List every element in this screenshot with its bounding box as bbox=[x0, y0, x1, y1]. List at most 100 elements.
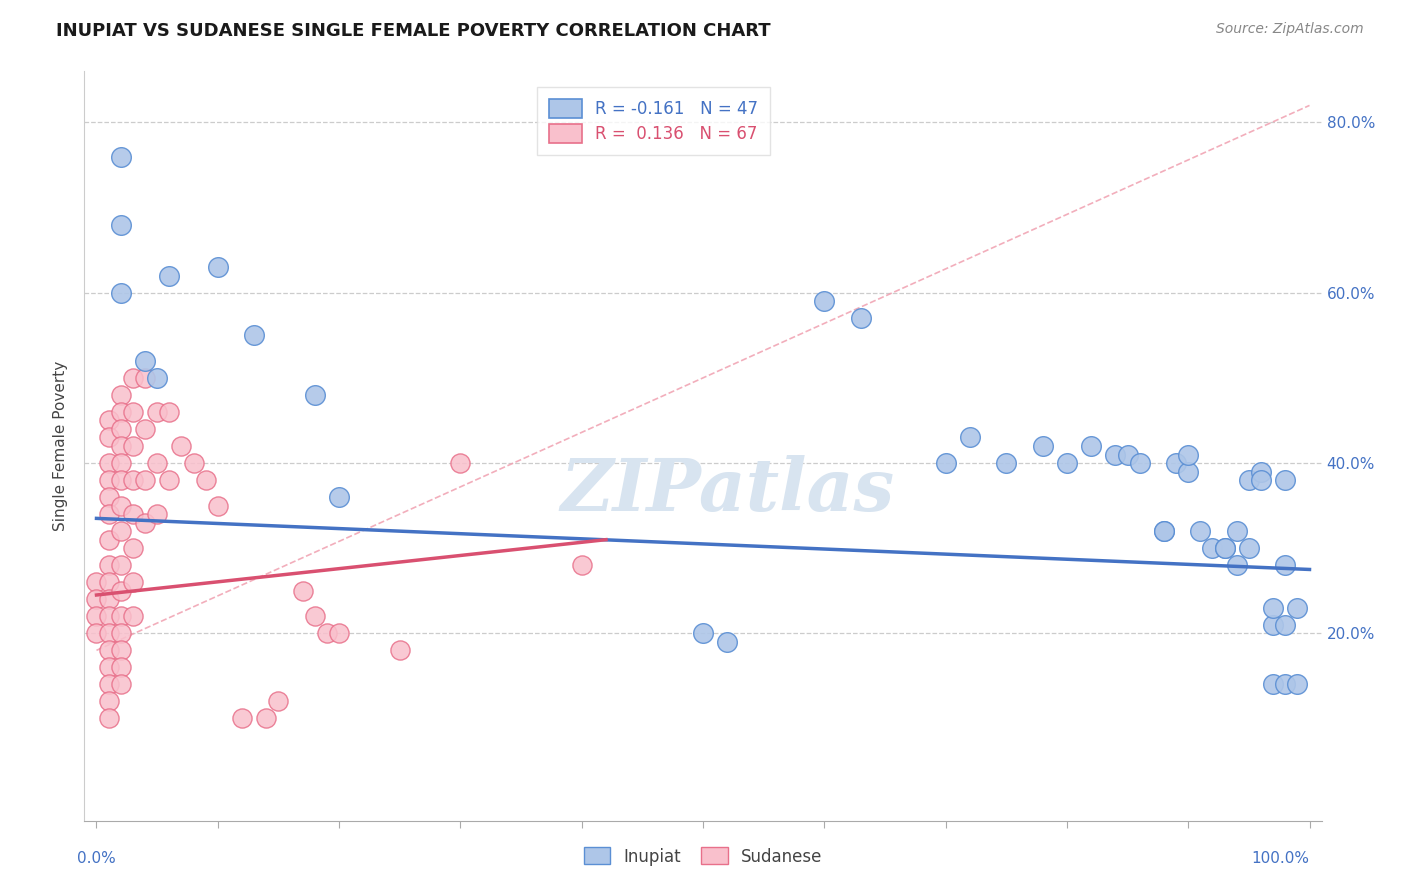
Point bbox=[304, 609, 326, 624]
Point bbox=[231, 711, 253, 725]
Legend: Inupiat, Sudanese: Inupiat, Sudanese bbox=[576, 841, 830, 872]
Point bbox=[97, 711, 120, 725]
Point bbox=[1274, 677, 1296, 691]
Point bbox=[959, 430, 981, 444]
Point bbox=[1274, 617, 1296, 632]
Point bbox=[692, 626, 714, 640]
Text: 100.0%: 100.0% bbox=[1251, 851, 1309, 866]
Point bbox=[449, 456, 471, 470]
Point bbox=[1201, 541, 1223, 556]
Point bbox=[110, 439, 132, 453]
Point bbox=[328, 490, 350, 504]
Point bbox=[122, 575, 145, 590]
Point bbox=[1261, 600, 1284, 615]
Point bbox=[110, 626, 132, 640]
Point bbox=[995, 456, 1018, 470]
Point bbox=[110, 643, 132, 657]
Point bbox=[110, 405, 132, 419]
Point bbox=[194, 473, 217, 487]
Point bbox=[97, 643, 120, 657]
Point bbox=[1286, 600, 1309, 615]
Point bbox=[110, 422, 132, 436]
Point bbox=[122, 371, 145, 385]
Point bbox=[97, 558, 120, 573]
Point bbox=[97, 694, 120, 708]
Point bbox=[170, 439, 193, 453]
Point bbox=[110, 285, 132, 300]
Point bbox=[97, 507, 120, 521]
Point bbox=[110, 218, 132, 232]
Point bbox=[328, 626, 350, 640]
Point bbox=[935, 456, 957, 470]
Point bbox=[1189, 524, 1212, 538]
Point bbox=[122, 609, 145, 624]
Point bbox=[1237, 541, 1260, 556]
Point bbox=[207, 260, 229, 275]
Point bbox=[97, 430, 120, 444]
Text: ZIPatlas: ZIPatlas bbox=[561, 456, 894, 526]
Point bbox=[1164, 456, 1187, 470]
Point bbox=[134, 422, 156, 436]
Text: Source: ZipAtlas.com: Source: ZipAtlas.com bbox=[1216, 22, 1364, 37]
Point bbox=[1250, 473, 1272, 487]
Point bbox=[97, 533, 120, 547]
Point bbox=[97, 609, 120, 624]
Point bbox=[110, 388, 132, 402]
Point bbox=[304, 388, 326, 402]
Point bbox=[97, 677, 120, 691]
Text: 0.0%: 0.0% bbox=[77, 851, 115, 866]
Point bbox=[1177, 465, 1199, 479]
Point bbox=[110, 473, 132, 487]
Point bbox=[1286, 677, 1309, 691]
Point bbox=[571, 558, 593, 573]
Point bbox=[1261, 677, 1284, 691]
Point bbox=[134, 354, 156, 368]
Point bbox=[157, 268, 180, 283]
Point bbox=[849, 311, 872, 326]
Point bbox=[1129, 456, 1152, 470]
Point bbox=[97, 660, 120, 674]
Point bbox=[110, 149, 132, 163]
Point bbox=[1213, 541, 1236, 556]
Point bbox=[122, 439, 145, 453]
Point bbox=[97, 473, 120, 487]
Point bbox=[1032, 439, 1054, 453]
Point bbox=[183, 456, 205, 470]
Point bbox=[1226, 558, 1249, 573]
Point bbox=[110, 499, 132, 513]
Point bbox=[122, 473, 145, 487]
Point bbox=[97, 413, 120, 427]
Point bbox=[110, 456, 132, 470]
Point bbox=[86, 575, 108, 590]
Point bbox=[388, 643, 411, 657]
Point bbox=[110, 583, 132, 598]
Point bbox=[134, 371, 156, 385]
Point bbox=[146, 507, 169, 521]
Point bbox=[134, 473, 156, 487]
Point bbox=[243, 328, 266, 343]
Point bbox=[1274, 558, 1296, 573]
Point bbox=[122, 507, 145, 521]
Point bbox=[110, 524, 132, 538]
Point bbox=[1274, 473, 1296, 487]
Point bbox=[1080, 439, 1102, 453]
Point bbox=[1261, 617, 1284, 632]
Point bbox=[97, 456, 120, 470]
Point bbox=[110, 609, 132, 624]
Point bbox=[813, 294, 835, 309]
Point bbox=[157, 473, 180, 487]
Point bbox=[1153, 524, 1175, 538]
Point bbox=[1213, 541, 1236, 556]
Y-axis label: Single Female Poverty: Single Female Poverty bbox=[53, 361, 69, 531]
Point bbox=[316, 626, 339, 640]
Point bbox=[1056, 456, 1078, 470]
Point bbox=[157, 405, 180, 419]
Point bbox=[86, 626, 108, 640]
Point bbox=[146, 405, 169, 419]
Point bbox=[1177, 448, 1199, 462]
Point bbox=[122, 405, 145, 419]
Point bbox=[97, 490, 120, 504]
Point bbox=[97, 592, 120, 607]
Point bbox=[110, 660, 132, 674]
Point bbox=[1250, 465, 1272, 479]
